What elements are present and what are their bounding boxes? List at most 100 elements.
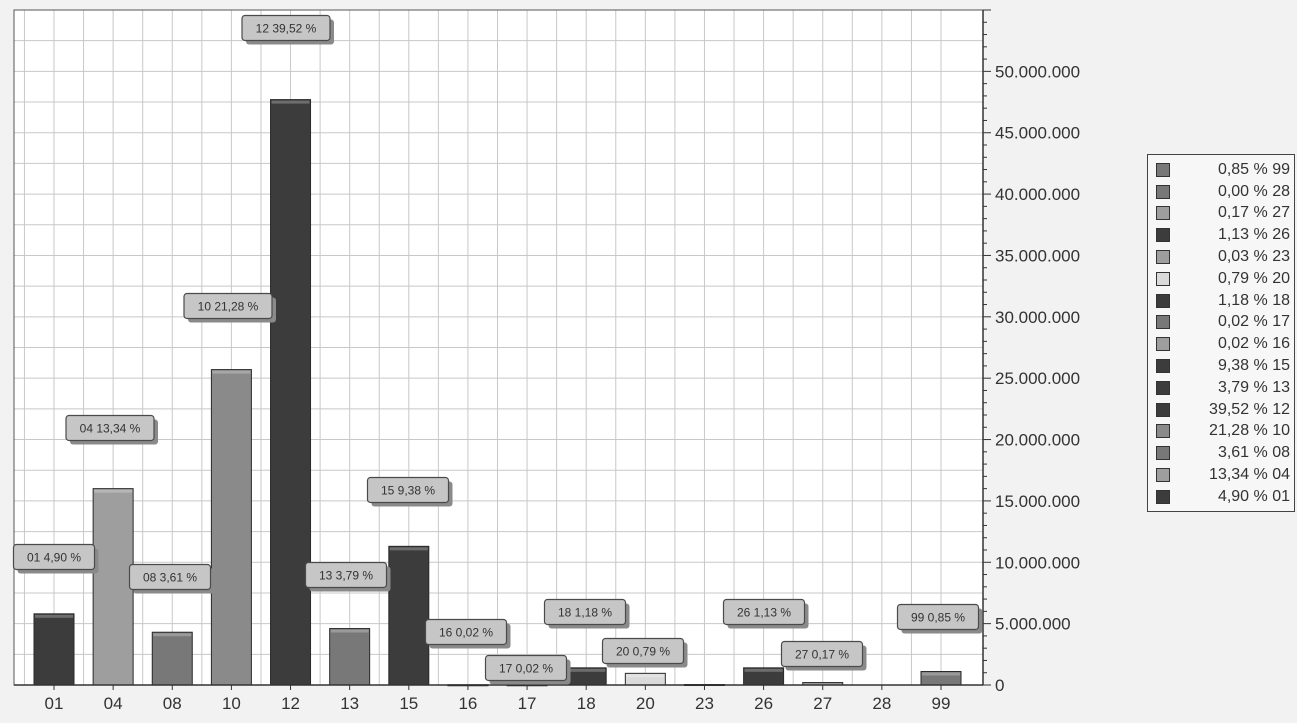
y-tick-label: 30.000.000 (995, 308, 1080, 327)
y-tick-label: 35.000.000 (995, 246, 1080, 265)
legend-label: 0,79 % 20 (1217, 269, 1290, 287)
legend-label: 0,02 % 16 (1217, 335, 1290, 353)
legend-item: 0,17 % 27 (1148, 203, 1294, 225)
svg-text:18 1,18 %: 18 1,18 % (558, 606, 612, 620)
data-label-15: 15 9,38 % (366, 476, 453, 507)
bar-04 (92, 488, 134, 686)
y-tick-label: 10.000.000 (995, 553, 1080, 572)
legend-swatch (1156, 380, 1170, 395)
data-labels: 01 4,90 % 04 13,34 % 08 3,61 % 10 21,28 % 12… (12, 14, 983, 685)
legend-label: 0,85 % 99 (1217, 160, 1290, 178)
data-label-26: 26 1,13 % (722, 598, 809, 629)
legend-label: 39,52 % 12 (1209, 400, 1290, 418)
data-label-01: 01 4,90 % (12, 543, 99, 574)
data-label-12: 12 39,52 % (241, 14, 334, 45)
x-tick-label: 27 (813, 694, 832, 713)
data-label-10: 10 21,28 % (183, 292, 276, 323)
legend-swatch (1156, 402, 1170, 417)
data-label-16: 16 0,02 % (424, 618, 511, 649)
svg-text:26 1,13 %: 26 1,13 % (737, 606, 791, 620)
x-tick-label: 17 (518, 694, 537, 713)
svg-text:01 4,90 %: 01 4,90 % (27, 551, 81, 565)
svg-text:15 9,38 %: 15 9,38 % (381, 484, 435, 498)
legend-item: 0,02 % 17 (1148, 312, 1294, 334)
legend-item: 0,79 % 20 (1148, 268, 1294, 290)
legend-label: 0,17 % 27 (1217, 204, 1290, 222)
bar-26 (743, 667, 785, 686)
x-tick-label: 08 (163, 694, 182, 713)
legend-item: 0,85 % 99 (1148, 159, 1294, 181)
bar-15 (388, 545, 430, 686)
bar-01 (33, 613, 75, 686)
legend-item: 0,03 % 23 (1148, 246, 1294, 268)
legend-swatch (1156, 489, 1170, 504)
legend-label: 3,61 % 08 (1217, 444, 1290, 462)
data-label-17: 17 0,02 % (484, 654, 571, 685)
legend-swatch (1156, 206, 1170, 221)
legend-swatch (1156, 184, 1170, 199)
svg-text:08 3,61 %: 08 3,61 % (143, 571, 197, 585)
data-label-99: 99 0,85 % (896, 603, 983, 634)
data-label-18: 18 1,18 % (543, 598, 630, 629)
x-tick-label: 04 (104, 694, 123, 713)
legend-label: 9,38 % 15 (1217, 357, 1290, 375)
legend-swatch (1156, 359, 1170, 374)
legend-item: 3,61 % 08 (1148, 442, 1294, 464)
x-tick-label: 20 (636, 694, 655, 713)
legend-item: 21,28 % 10 (1148, 421, 1294, 443)
svg-text:12 39,52 %: 12 39,52 % (256, 22, 317, 36)
x-tick-label: 10 (222, 694, 241, 713)
x-tick-label: 99 (932, 694, 951, 713)
y-tick-label: 40.000.000 (995, 185, 1080, 204)
bar-13 (329, 628, 371, 686)
bar-12 (270, 99, 312, 686)
bar-08 (151, 631, 193, 686)
x-tick-labels: 01 04 08 10 12 13 15 16 17 18 20 23 26 27 28 99 (14, 684, 983, 713)
legend-label: 21,28 % 10 (1209, 422, 1290, 440)
legend-swatch (1156, 228, 1170, 243)
x-tick-label: 23 (695, 694, 714, 713)
legend-item: 0,02 % 16 (1148, 333, 1294, 355)
svg-text:99 0,85 %: 99 0,85 % (911, 611, 965, 625)
svg-text:13 3,79 %: 13 3,79 % (319, 569, 373, 583)
bar-99 (920, 671, 962, 686)
y-tick-label: 5.000.000 (995, 615, 1071, 634)
data-label-13: 13 3,79 % (304, 561, 391, 592)
legend-item: 9,38 % 15 (1148, 355, 1294, 377)
svg-text:04 13,34 %: 04 13,34 % (80, 422, 141, 436)
x-tick-label: 15 (399, 694, 418, 713)
y-tick-label: 15.000.000 (995, 492, 1080, 511)
x-tick-label: 16 (458, 694, 477, 713)
x-tick-label: 01 (45, 694, 64, 713)
legend-label: 1,18 % 18 (1217, 291, 1290, 309)
legend-item: 4,90 % 01 (1148, 486, 1294, 508)
legend-item: 1,13 % 26 (1148, 224, 1294, 246)
x-tick-label: 18 (577, 694, 596, 713)
legend-item: 1,18 % 18 (1148, 290, 1294, 312)
y-axis: 0 5.000.000 10.000.000 15.000.000 20.000.000… (982, 9, 1080, 695)
x-tick-label: 12 (281, 694, 300, 713)
legend-label: 13,34 % 04 (1209, 466, 1290, 484)
legend-label: 3,79 % 13 (1217, 378, 1290, 396)
data-label-27: 27 0,17 % (780, 640, 867, 671)
y-tick-label: 50.000.000 (995, 62, 1080, 81)
bars (33, 99, 962, 687)
legend-swatch (1156, 293, 1170, 308)
bar-20 (624, 672, 666, 686)
legend-swatch (1156, 315, 1170, 330)
legend-swatch (1156, 162, 1170, 177)
y-tick-label: 25.000.000 (995, 369, 1080, 388)
svg-text:27 0,17 %: 27 0,17 % (795, 648, 849, 662)
svg-text:17 0,02 %: 17 0,02 % (499, 662, 553, 676)
svg-text:16 0,02 %: 16 0,02 % (439, 626, 493, 640)
legend-item: 0,00 % 28 (1148, 181, 1294, 203)
legend-label: 0,00 % 28 (1217, 182, 1290, 200)
x-tick-label: 28 (872, 694, 891, 713)
legend-item: 13,34 % 04 (1148, 464, 1294, 486)
legend-swatch (1156, 250, 1170, 265)
legend-item: 39,52 % 12 (1148, 399, 1294, 421)
svg-text:10 21,28 %: 10 21,28 % (198, 300, 259, 314)
x-tick-label: 13 (340, 694, 359, 713)
data-label-04: 04 13,34 % (65, 414, 158, 445)
